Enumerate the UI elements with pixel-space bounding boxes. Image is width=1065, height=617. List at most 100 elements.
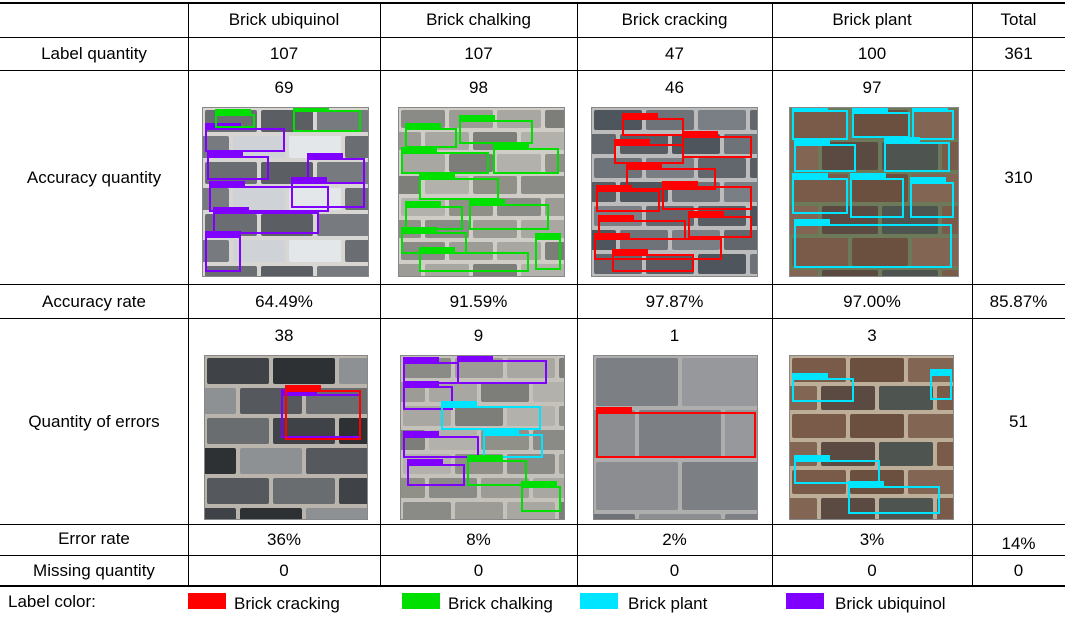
detection-box [457, 360, 547, 384]
brick [207, 478, 269, 504]
rule-5 [0, 524, 1065, 525]
row-label-quantity-of-errors: Quantity of errors [28, 411, 160, 431]
detection-box [688, 216, 752, 238]
detection-tag [307, 153, 343, 159]
detection-box [852, 112, 910, 138]
detection-tag [848, 481, 884, 487]
brick [497, 198, 541, 216]
detection-box [215, 114, 255, 128]
brick [399, 176, 421, 194]
legend-swatch-chalking [402, 593, 440, 609]
detection-tag [794, 139, 830, 145]
detection-box [910, 182, 954, 218]
row-label-error-rate: Error rate [58, 529, 130, 548]
brick [240, 448, 302, 474]
brick [822, 142, 878, 170]
brick [682, 358, 757, 406]
detection-box [401, 152, 489, 174]
brick [821, 386, 875, 410]
brick [790, 498, 817, 519]
detection-tag [441, 401, 477, 407]
accuracy-quantity-cracking: 46 [665, 78, 684, 97]
detection-tag [213, 207, 249, 213]
detection-box [205, 128, 285, 152]
brick [317, 266, 368, 276]
brick [345, 136, 368, 158]
detection-tag [521, 481, 557, 487]
col-rule-2 [380, 2, 381, 585]
detection-tag [401, 227, 437, 233]
rule-4 [0, 318, 1065, 319]
brick [682, 462, 757, 510]
brick [399, 132, 421, 150]
brick [750, 110, 757, 130]
brick [790, 270, 818, 276]
rule-6 [0, 555, 1065, 556]
detection-box [850, 178, 904, 218]
rule-2 [0, 70, 1065, 71]
detection-box [884, 142, 950, 172]
rule-1 [0, 37, 1065, 38]
brick [594, 514, 635, 519]
brick [507, 454, 555, 474]
brick [852, 238, 908, 266]
row-label-accuracy-rate: Accuracy rate [42, 291, 146, 311]
legend-label-chalking: Brick chalking [448, 594, 553, 613]
detection-box [535, 238, 561, 270]
label-quantity-plant: 100 [857, 44, 887, 63]
detection-tag [852, 108, 888, 113]
brick [596, 462, 678, 510]
detection-box [662, 186, 752, 210]
brick [481, 478, 529, 498]
brick [937, 442, 953, 466]
errors-total: 51 [1009, 411, 1028, 431]
brick [455, 406, 503, 426]
legend-title: Label color: [8, 592, 96, 611]
brick [545, 198, 564, 216]
detection-box [794, 224, 952, 268]
col-rule-1 [188, 2, 189, 585]
detection-box [682, 136, 752, 158]
detection-tag [884, 137, 920, 143]
detection-box [467, 460, 527, 486]
detection-tag [401, 147, 437, 153]
detection-box [403, 386, 453, 410]
brick [233, 136, 285, 158]
detection-box [930, 374, 952, 400]
rule-3 [0, 284, 1065, 285]
detection-tag [469, 199, 505, 205]
col-rule-3 [577, 2, 578, 585]
detection-tag [467, 455, 503, 461]
row-label-missing-quantity: Missing quantity [33, 560, 155, 580]
brick [545, 154, 564, 172]
brick [596, 358, 678, 406]
detection-tag [622, 113, 658, 119]
brick [750, 158, 757, 178]
detection-tag [405, 201, 441, 207]
detection-tag [596, 407, 632, 413]
accuracy-photo-chalking [398, 107, 565, 277]
detection-tag [215, 109, 251, 115]
detection-box [596, 412, 756, 458]
detection-tag [483, 429, 519, 435]
brick [908, 414, 953, 438]
brick [882, 142, 938, 170]
brick [850, 414, 904, 438]
accuracy-photo-ubiquinol [202, 107, 369, 277]
detection-tag [207, 151, 243, 157]
row-label-accuracy-quantity: Accuracy quantity [26, 167, 162, 187]
detection-tag [682, 131, 718, 137]
brick [399, 264, 421, 276]
brick [942, 142, 958, 170]
header-cracking: Brick cracking [621, 10, 728, 29]
brick [205, 508, 236, 519]
brick [473, 176, 517, 194]
detection-tag [850, 173, 886, 179]
error-rate-plant: 3% [859, 530, 885, 549]
brick [240, 508, 302, 519]
brick [850, 358, 904, 382]
col-rule-4 [772, 2, 773, 585]
brick [879, 386, 933, 410]
brick [289, 240, 341, 262]
detection-tag [403, 431, 439, 437]
